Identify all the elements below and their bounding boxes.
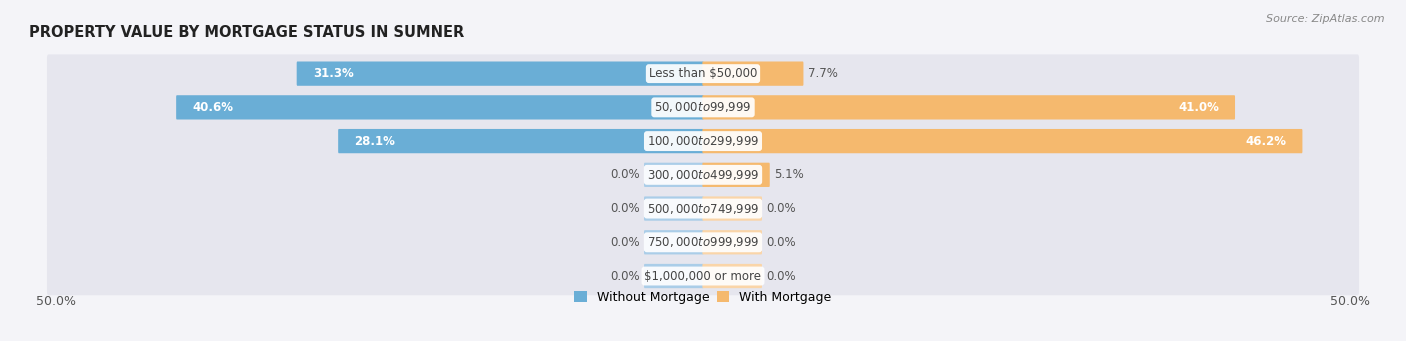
Text: 5.1%: 5.1% <box>775 168 804 181</box>
Text: 46.2%: 46.2% <box>1246 135 1286 148</box>
FancyBboxPatch shape <box>176 95 703 119</box>
FancyBboxPatch shape <box>46 223 1360 262</box>
Text: Source: ZipAtlas.com: Source: ZipAtlas.com <box>1267 14 1385 24</box>
FancyBboxPatch shape <box>46 189 1360 228</box>
FancyBboxPatch shape <box>46 55 1360 93</box>
Text: $750,000 to $999,999: $750,000 to $999,999 <box>647 235 759 249</box>
FancyBboxPatch shape <box>703 61 803 86</box>
Text: PROPERTY VALUE BY MORTGAGE STATUS IN SUMNER: PROPERTY VALUE BY MORTGAGE STATUS IN SUM… <box>30 25 464 40</box>
Text: 0.0%: 0.0% <box>766 269 796 283</box>
Text: $500,000 to $749,999: $500,000 to $749,999 <box>647 202 759 216</box>
Legend: Without Mortgage, With Mortgage: Without Mortgage, With Mortgage <box>569 286 837 309</box>
Text: 50.0%: 50.0% <box>35 295 76 308</box>
Text: 31.3%: 31.3% <box>314 67 354 80</box>
FancyBboxPatch shape <box>46 88 1360 127</box>
FancyBboxPatch shape <box>46 122 1360 160</box>
FancyBboxPatch shape <box>46 257 1360 295</box>
FancyBboxPatch shape <box>644 230 703 254</box>
Text: 0.0%: 0.0% <box>610 168 640 181</box>
Text: $100,000 to $299,999: $100,000 to $299,999 <box>647 134 759 148</box>
FancyBboxPatch shape <box>46 155 1360 194</box>
FancyBboxPatch shape <box>297 61 703 86</box>
Text: 41.0%: 41.0% <box>1178 101 1219 114</box>
FancyBboxPatch shape <box>644 264 703 288</box>
Text: Less than $50,000: Less than $50,000 <box>648 67 758 80</box>
FancyBboxPatch shape <box>703 264 762 288</box>
Text: 28.1%: 28.1% <box>354 135 395 148</box>
Text: 7.7%: 7.7% <box>808 67 838 80</box>
FancyBboxPatch shape <box>703 129 1302 153</box>
Text: 50.0%: 50.0% <box>1330 295 1371 308</box>
Text: $1,000,000 or more: $1,000,000 or more <box>644 269 762 283</box>
FancyBboxPatch shape <box>644 163 703 187</box>
FancyBboxPatch shape <box>339 129 703 153</box>
Text: $50,000 to $99,999: $50,000 to $99,999 <box>654 100 752 114</box>
FancyBboxPatch shape <box>703 95 1234 119</box>
FancyBboxPatch shape <box>703 196 762 221</box>
FancyBboxPatch shape <box>644 196 703 221</box>
Text: 0.0%: 0.0% <box>610 269 640 283</box>
FancyBboxPatch shape <box>703 163 769 187</box>
Text: 0.0%: 0.0% <box>766 202 796 215</box>
Text: $300,000 to $499,999: $300,000 to $499,999 <box>647 168 759 182</box>
FancyBboxPatch shape <box>703 230 762 254</box>
Text: 40.6%: 40.6% <box>193 101 233 114</box>
Text: 0.0%: 0.0% <box>610 236 640 249</box>
Text: 0.0%: 0.0% <box>766 236 796 249</box>
Text: 0.0%: 0.0% <box>610 202 640 215</box>
